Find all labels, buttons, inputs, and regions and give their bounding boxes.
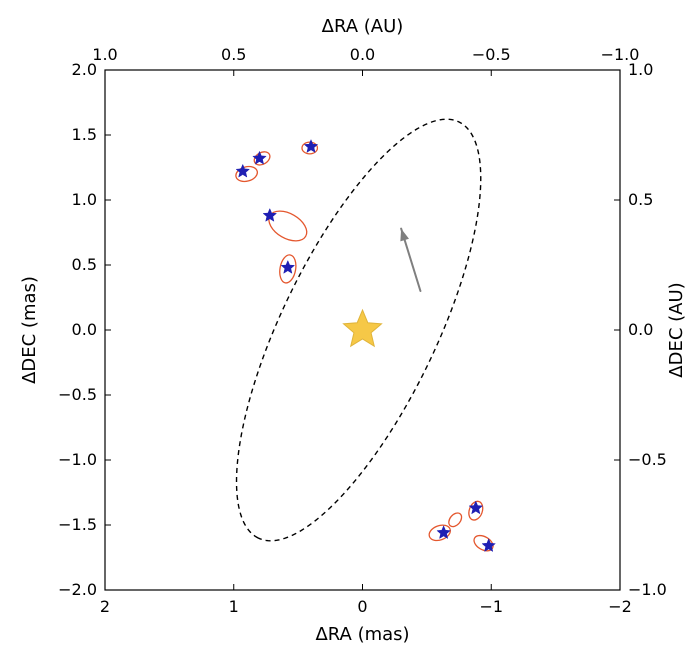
top-axis-label: ΔRA (AU) [322,16,404,37]
left-tick-label: −1.0 [58,450,97,469]
top-tick-label: 0.5 [221,45,246,64]
left-axis-label: ΔDEC (mas) [19,276,40,384]
orbit-figure: 2 1 0 −1 −2 1.0 0.5 0.0 −0.5 −1.0 −2.0 −1.5 −1.0 −0.5… [0,0,700,668]
right-tick-label: 1.0 [628,60,653,79]
right-tick-label: 0.0 [628,320,653,339]
left-tick-label: 1.5 [72,125,97,144]
right-axis-label: ΔDEC (AU) [666,282,687,377]
bottom-tick-label: 0 [357,597,367,616]
right-tick-label: −0.5 [628,450,667,469]
left-tick-label: −2.0 [58,580,97,599]
left-tick-label: 2.0 [72,60,97,79]
top-tick-label: −0.5 [472,45,511,64]
bottom-tick-label: 1 [229,597,239,616]
left-tick-label: 0.0 [72,320,97,339]
bottom-tick-label: −1 [479,597,503,616]
top-tick-label: 0.0 [350,45,375,64]
bottom-tick-label: 2 [100,597,110,616]
right-tick-label: 0.5 [628,190,653,209]
bottom-axis-label: ΔRA (mas) [315,624,409,645]
left-tick-label: −1.5 [58,515,97,534]
left-tick-label: 1.0 [72,190,97,209]
right-tick-label: −1.0 [628,580,667,599]
left-tick-label: −0.5 [58,385,97,404]
bottom-tick-label: −2 [608,597,632,616]
left-tick-label: 0.5 [72,255,97,274]
